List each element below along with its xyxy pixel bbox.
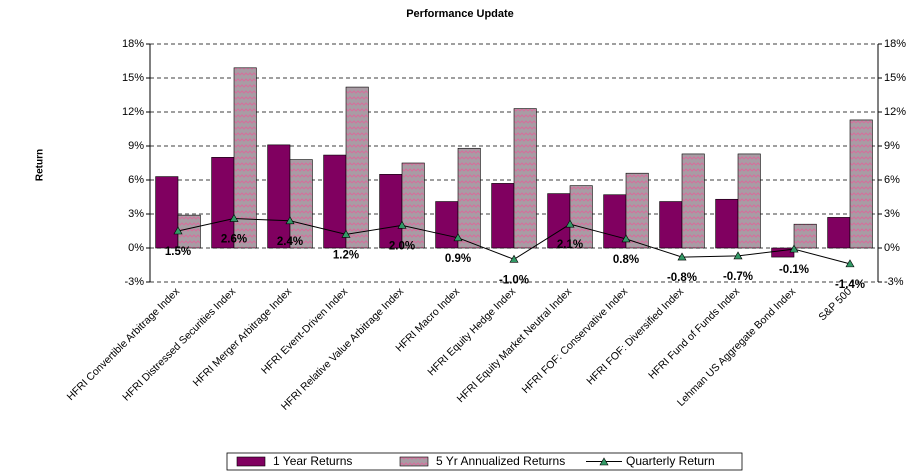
legend-label: 1 Year Returns: [273, 454, 352, 468]
data-label: -0.1%: [779, 264, 809, 276]
line-marker: [173, 226, 183, 235]
bar: [603, 194, 627, 249]
data-label: 0.8%: [613, 254, 639, 266]
x-tick-label: HFRI FOF: Conservative Index: [520, 285, 631, 396]
data-label: 2.6%: [221, 234, 247, 246]
x-tick-label: HFRI Equity Market Neutral Index: [455, 285, 575, 405]
legend-box: [226, 452, 743, 471]
legend-marker: [599, 457, 609, 466]
y2-tick-label: 12%: [884, 106, 906, 118]
data-label: 0.9%: [445, 253, 471, 265]
y2-tick-label: -3%: [884, 276, 904, 288]
data-label: 2.1%: [557, 239, 583, 251]
bar: [379, 174, 403, 249]
bar: [771, 247, 795, 258]
line-marker: [453, 233, 463, 242]
bar: [849, 119, 873, 249]
line-marker: [677, 252, 687, 261]
x-tick-label: S&P 500: [816, 285, 854, 323]
y-tick-label: 0%: [128, 242, 144, 254]
chart-title: Performance Update: [406, 8, 514, 20]
line-marker: [621, 234, 631, 243]
bar: [401, 162, 425, 249]
x-tick-label: Lehman US Aggregate Bond Index: [675, 285, 799, 409]
bar: [715, 198, 739, 249]
bar: [569, 185, 593, 249]
data-label: 2.0%: [389, 240, 415, 252]
bar: [155, 176, 179, 249]
legend-label: 5 Yr Annualized Returns: [436, 454, 565, 468]
bar: [659, 201, 683, 249]
line-marker: [285, 216, 295, 225]
data-label: 2.4%: [277, 236, 303, 248]
y-tick-label: -3%: [124, 276, 144, 288]
bar: [625, 172, 649, 249]
x-tick-label: HFRI Convertible Arbitrage Index: [65, 285, 183, 403]
bar: [737, 153, 761, 249]
y2-tick-label: 15%: [884, 72, 906, 84]
bar: [793, 223, 817, 249]
y2-tick-label: 3%: [884, 208, 900, 220]
legend: 1 Year Returns 5 Yr Annualized Returns Qua…: [226, 452, 743, 471]
data-label: 1.2%: [333, 249, 359, 261]
legend-swatch: [399, 456, 429, 467]
line-marker: [397, 220, 407, 229]
bar: [681, 153, 705, 249]
y-tick-label: 3%: [128, 208, 144, 220]
data-label: -1.0%: [499, 274, 529, 286]
x-tick-label: HFRI Distressed Securities Index: [120, 285, 238, 403]
line-marker: [509, 254, 519, 263]
bar: [457, 147, 481, 249]
y-tick-label: 18%: [122, 38, 144, 50]
x-tick-label: HFRI Relative Value Arbitrage Index: [279, 285, 407, 413]
data-label: -0.7%: [723, 271, 753, 283]
bar: [233, 67, 257, 249]
legend-label: Quarterly Return: [626, 454, 715, 468]
bar: [289, 159, 313, 249]
line-marker: [565, 219, 575, 228]
line-marker: [733, 251, 743, 260]
data-label: 1.5%: [165, 246, 191, 258]
x-tick-label: HFRI Fund of Funds Index: [646, 285, 743, 382]
y-tick-label: 6%: [128, 174, 144, 186]
bar: [177, 214, 201, 249]
x-tick-label: HFRI FOF: Diversified Index: [584, 285, 686, 387]
data-label: -1.4%: [835, 279, 865, 291]
bar: [491, 183, 515, 249]
bar: [513, 108, 537, 249]
x-tick-label: HFRI Merger Arbitrage Index: [191, 285, 295, 389]
line-marker: [845, 259, 855, 268]
y2-tick-label: 0%: [884, 242, 900, 254]
data-label: -0.8%: [667, 272, 697, 284]
line-marker: [229, 213, 239, 222]
line-marker: [341, 229, 351, 238]
legend-swatch: [236, 456, 266, 467]
y-tick-label: 12%: [122, 106, 144, 118]
y-tick-label: 9%: [128, 140, 144, 152]
y2-tick-label: 18%: [884, 38, 906, 50]
line-marker: [789, 244, 799, 253]
bar: [267, 144, 291, 249]
bar: [345, 86, 369, 249]
y-tick-label: 15%: [122, 72, 144, 84]
y-axis-label: Return: [35, 149, 46, 181]
y2-tick-label: 6%: [884, 174, 900, 186]
bar: [827, 217, 851, 249]
y2-tick-label: 9%: [884, 140, 900, 152]
